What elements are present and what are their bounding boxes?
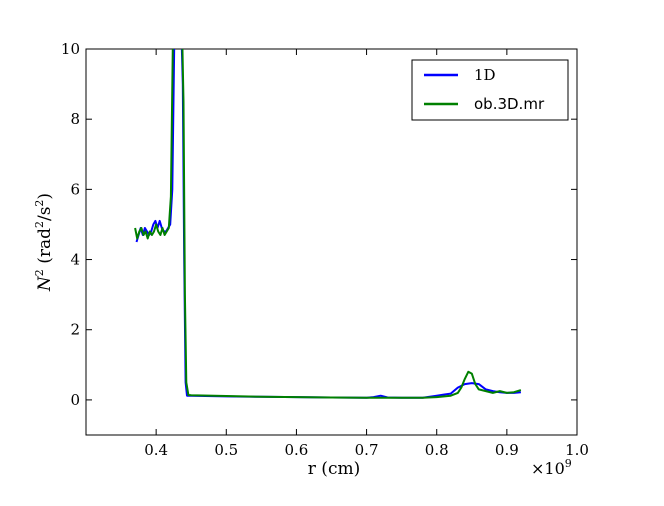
y-label-unit-mid: /s [35,207,55,221]
x-tick-label: 0.9 [495,441,519,459]
y-tick-label: 10 [61,40,80,58]
legend: 1D ob.3D.mr [411,59,569,121]
y-axis-label: N2 (rad2/s2) [33,193,55,292]
y-tick-label: 4 [70,251,80,269]
x-tick-label: 0.5 [214,441,238,459]
x-multiplier-base: ×10 [531,459,565,478]
y-label-unit-sup1: 2 [33,221,46,228]
y-tick-label: 0 [70,391,80,409]
y-tick-label: 8 [70,110,80,128]
x-tick-label: 0.8 [425,441,449,459]
x-multiplier-exp: 9 [565,457,572,470]
y-label-sup: 2 [33,269,46,276]
y-label-main: N [35,275,55,292]
x-axis-label: r (cm) [308,459,360,479]
ticks-layer: 0.4 0.5 0.6 0.7 0.8 0.9 1.0 0 2 4 6 8 10 [61,40,589,459]
y-tick-label: 6 [70,180,80,198]
legend-label-3d: ob.3D.mr [474,95,545,113]
legend-box [411,59,569,121]
x-axis-multiplier: ×109 [531,457,572,478]
y-tick-label: 2 [70,321,80,339]
x-tick-label: 0.7 [355,441,379,459]
y-label-unit-sup2: 2 [33,200,46,207]
series-layer [134,49,522,399]
series-line-ob-3d-mr [134,49,522,399]
y-label-unit-open: (rad [35,228,55,269]
y-label-unit-close: ) [35,193,55,200]
x-tick-label: 0.6 [284,441,308,459]
x-tick-label: 1.0 [565,441,589,459]
x-tick-label: 0.4 [144,441,168,459]
legend-label-1d: 1D [474,66,496,84]
